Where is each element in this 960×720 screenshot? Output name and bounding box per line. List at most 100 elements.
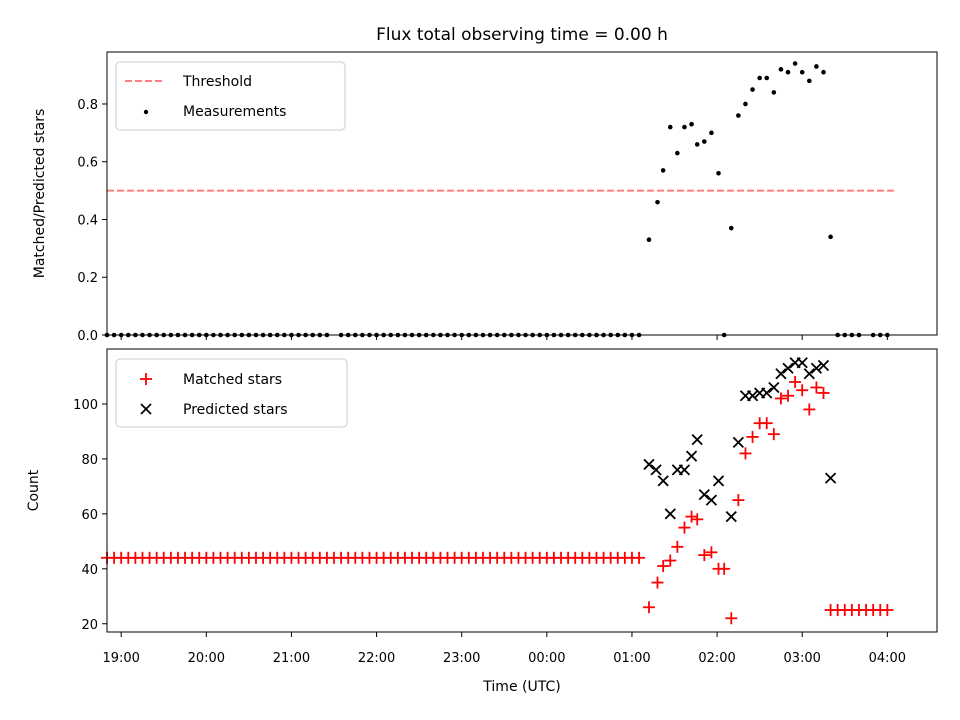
legend-threshold-label: Threshold bbox=[182, 74, 252, 90]
data-point bbox=[778, 67, 784, 72]
data-point bbox=[785, 69, 791, 75]
data-point bbox=[667, 124, 673, 130]
data-point bbox=[750, 87, 755, 92]
data-point bbox=[689, 121, 694, 127]
data-point bbox=[725, 510, 737, 523]
data-point bbox=[718, 562, 731, 575]
bottom-axes-frame bbox=[106, 348, 938, 633]
data-point bbox=[760, 417, 773, 430]
data-point bbox=[678, 464, 691, 476]
bottom-legend-box bbox=[115, 358, 348, 428]
legend-predicted-label: Predicted stars bbox=[183, 402, 288, 418]
data-point bbox=[643, 458, 655, 471]
data-point bbox=[660, 168, 666, 173]
data-point bbox=[792, 61, 798, 66]
x-tick-label: 03:00 bbox=[783, 651, 820, 666]
data-point bbox=[824, 472, 837, 484]
x-tick-label: 01:00 bbox=[613, 651, 650, 666]
x-axis-label: Time (UTC) bbox=[482, 679, 560, 695]
data-point bbox=[771, 90, 777, 95]
data-point bbox=[789, 375, 802, 388]
series-predicted-stars bbox=[643, 357, 837, 523]
data-point bbox=[650, 464, 662, 476]
chart-title: Flux total observing time = 0.00 h bbox=[376, 25, 668, 45]
data-point bbox=[761, 387, 773, 399]
data-point bbox=[651, 576, 664, 589]
x-tick-label: 02:00 bbox=[698, 651, 735, 666]
bottom-plot-marks bbox=[101, 357, 894, 625]
series-matched-stars bbox=[101, 375, 894, 625]
data-point bbox=[691, 513, 704, 526]
data-point bbox=[768, 381, 780, 394]
data-point bbox=[698, 549, 711, 562]
data-point bbox=[799, 69, 805, 75]
data-point bbox=[664, 554, 677, 567]
data-point bbox=[642, 601, 655, 614]
data-point bbox=[671, 540, 684, 553]
top-axes: 0.00.20.40.60.8 Matched/Predicted stars … bbox=[32, 51, 938, 344]
data-point bbox=[725, 612, 738, 625]
data-point bbox=[698, 488, 710, 501]
data-point bbox=[657, 560, 670, 573]
data-point bbox=[732, 436, 745, 449]
y-tick-label: 0.0 bbox=[77, 329, 98, 344]
data-point bbox=[682, 124, 687, 130]
top-y-ticks: 0.0 0.2 0.4 0.6 0.8 bbox=[77, 98, 107, 344]
y-tick-label: 100 bbox=[73, 398, 98, 413]
data-point bbox=[646, 237, 652, 243]
bottom-y-axis-label: Count bbox=[26, 469, 42, 511]
data-point bbox=[782, 362, 794, 374]
data-point bbox=[817, 386, 830, 399]
data-point bbox=[821, 69, 826, 75]
x-tick-label: 19:00 bbox=[102, 651, 139, 666]
data-point bbox=[743, 101, 748, 107]
data-point bbox=[736, 113, 741, 118]
bottom-legend: Matched stars Predicted stars bbox=[115, 358, 348, 428]
top-legend-box bbox=[115, 61, 346, 131]
data-point bbox=[810, 381, 823, 394]
data-point bbox=[705, 546, 718, 559]
data-point bbox=[694, 142, 700, 147]
data-point bbox=[657, 475, 669, 487]
data-point bbox=[685, 450, 698, 462]
data-point bbox=[814, 64, 819, 69]
data-point bbox=[767, 428, 780, 441]
data-point bbox=[705, 494, 718, 506]
data-point bbox=[796, 384, 809, 397]
data-point bbox=[691, 434, 703, 446]
data-point bbox=[764, 75, 770, 81]
data-point bbox=[746, 390, 759, 402]
y-tick-label: 20 bbox=[81, 618, 98, 633]
top-legend: Threshold Measurements bbox=[115, 61, 346, 131]
data-point bbox=[702, 139, 707, 144]
data-point bbox=[817, 359, 830, 372]
x-tick-label: 21:00 bbox=[273, 651, 310, 666]
y-tick-label: 60 bbox=[81, 508, 98, 523]
y-tick-label: 40 bbox=[81, 563, 98, 578]
data-point bbox=[732, 494, 745, 507]
data-point bbox=[675, 150, 680, 156]
data-point bbox=[685, 510, 698, 523]
data-point bbox=[774, 392, 787, 405]
data-point bbox=[810, 362, 823, 374]
bottom-axes: 20 40 60 80 100 19:00 20:00 21:00 22:00 23:00 00:… bbox=[26, 348, 938, 695]
legend-predicted-swatch bbox=[140, 403, 152, 415]
legend-measurements-swatch bbox=[143, 109, 149, 115]
y-tick-label: 0.4 bbox=[77, 213, 98, 228]
data-point bbox=[739, 447, 752, 460]
top-axes-frame bbox=[106, 51, 938, 336]
data-point bbox=[807, 78, 812, 84]
data-point bbox=[678, 521, 691, 534]
data-point bbox=[775, 368, 787, 380]
bottom-y-ticks: 20 40 60 80 100 bbox=[73, 398, 107, 633]
data-point bbox=[828, 234, 833, 240]
legend-matched-label: Matched stars bbox=[183, 372, 282, 388]
y-tick-label: 0.8 bbox=[77, 98, 98, 113]
x-tick-label: 00:00 bbox=[528, 651, 565, 666]
x-tick-label: 04:00 bbox=[869, 651, 906, 666]
x-tick-label: 20:00 bbox=[188, 651, 225, 666]
x-tick-label: 22:00 bbox=[358, 651, 395, 666]
bottom-x-ticks: 19:00 20:00 21:00 22:00 23:00 00:00 01:00 02:00… bbox=[102, 632, 906, 666]
data-point bbox=[803, 403, 816, 416]
data-point bbox=[757, 75, 762, 81]
